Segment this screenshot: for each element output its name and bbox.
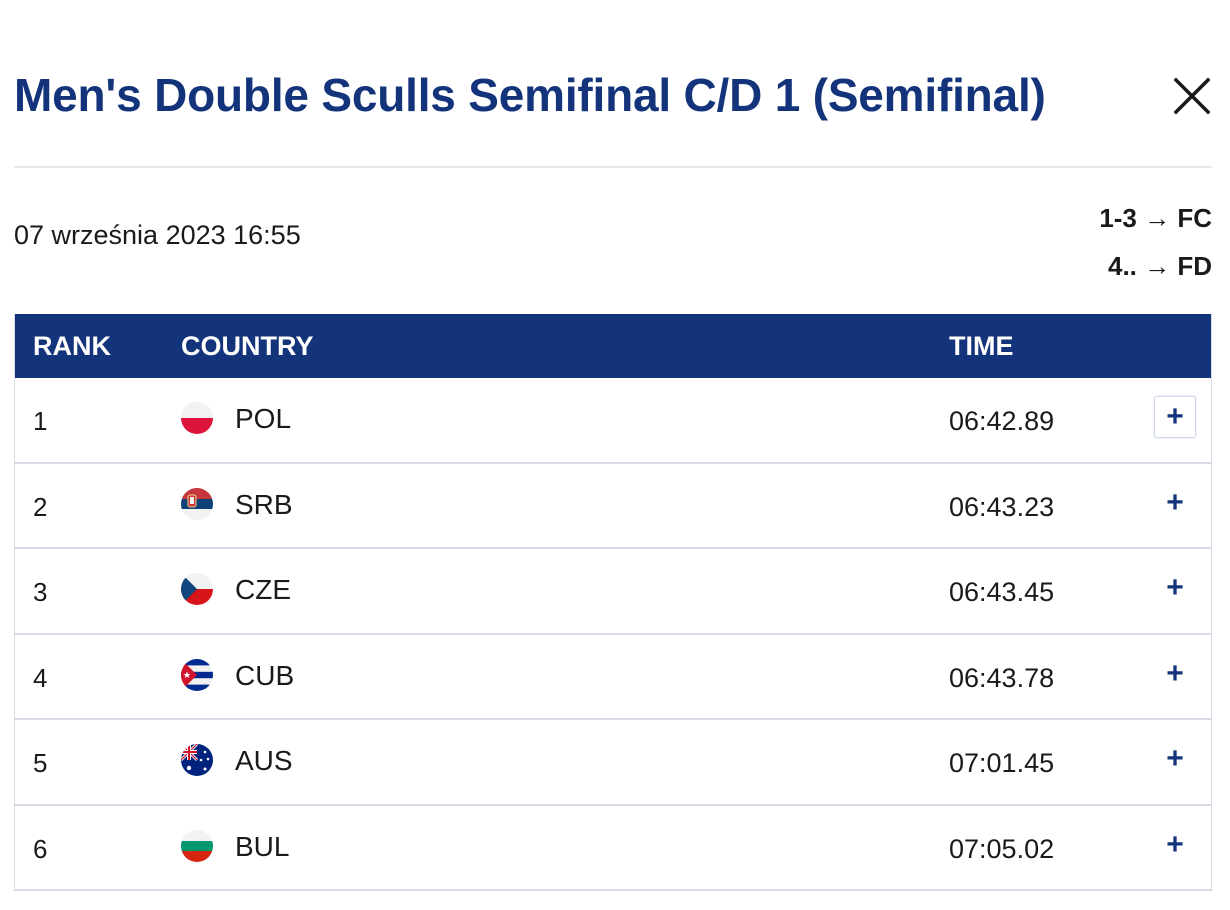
time-cell: 06:43.45	[949, 577, 1055, 607]
rank-cell: 4	[33, 662, 48, 693]
header-rank: RANK	[33, 331, 111, 361]
time-cell: 06:43.23	[949, 491, 1055, 522]
expand-row-button[interactable]: +	[1166, 485, 1184, 519]
time-cell: 07:05.02	[949, 833, 1055, 864]
rank-cell: 5	[33, 748, 48, 778]
results-table: RANK COUNTRY TIME 1 POL 06:42.89 + 2	[14, 314, 1212, 891]
qualification-rules: 1-3 → FC 4.. → FD	[1099, 194, 1212, 290]
flag-pol-icon	[181, 402, 213, 434]
table-header: RANK COUNTRY TIME	[15, 314, 1211, 378]
expand-row-button[interactable]: +	[1166, 571, 1184, 604]
flag-cze-icon	[181, 573, 213, 605]
race-title: Men's Double Sculls Semifinal C/D 1 (Sem…	[14, 69, 1046, 121]
results-modal: Men's Double Sculls Semifinal C/D 1 (Sem…	[14, 0, 1212, 891]
expand-row-button[interactable]: +	[1154, 396, 1196, 438]
table-row: 3 CZE 06:43.45 +	[15, 549, 1211, 635]
expand-row-button[interactable]: +	[1166, 656, 1184, 690]
expand-row-button[interactable]: +	[1166, 827, 1184, 861]
flag-aus-icon	[181, 744, 213, 776]
table-row: 2 SRB 06:43.23 +	[15, 464, 1211, 549]
close-button[interactable]	[1172, 76, 1212, 116]
table-row: 1 POL 06:42.89 +	[15, 378, 1211, 464]
header-time: TIME	[949, 331, 1014, 361]
race-date: 07 września 2023 16:55	[14, 220, 301, 250]
rank-cell: 3	[33, 577, 48, 607]
flag-bul-icon	[181, 829, 213, 862]
rank-cell: 1	[33, 406, 48, 436]
table-row: 5 AUS	[15, 720, 1211, 806]
flag-cub-icon	[181, 658, 213, 691]
country-cell: AUS	[235, 745, 293, 776]
time-cell: 06:42.89	[949, 406, 1055, 436]
race-meta: 07 września 2023 16:55 1-3 → FC 4.. → FD	[14, 168, 1212, 314]
country-cell: CZE	[235, 574, 291, 605]
country-cell: BUL	[235, 830, 290, 862]
header-country: COUNTRY	[181, 331, 314, 361]
modal-header: Men's Double Sculls Semifinal C/D 1 (Sem…	[14, 0, 1212, 168]
rank-cell: 6	[33, 833, 48, 864]
time-cell: 06:43.78	[949, 662, 1055, 693]
country-cell: SRB	[235, 488, 293, 520]
expand-row-button[interactable]: +	[1166, 742, 1184, 775]
rank-cell: 2	[33, 491, 48, 522]
qualification-rule: 4.. → FD	[1107, 251, 1212, 281]
table-row: 6 BUL 07:05.02 +	[15, 806, 1211, 891]
country-cell: POL	[235, 403, 292, 434]
country-cell: CUB	[235, 659, 295, 691]
close-icon	[1173, 77, 1211, 115]
table-row: 4 CUB 06:43.78 +	[15, 635, 1211, 720]
qualification-rule: 1-3 → FC	[1099, 203, 1212, 233]
time-cell: 07:01.45	[949, 748, 1055, 778]
flag-srb-icon	[181, 487, 213, 520]
